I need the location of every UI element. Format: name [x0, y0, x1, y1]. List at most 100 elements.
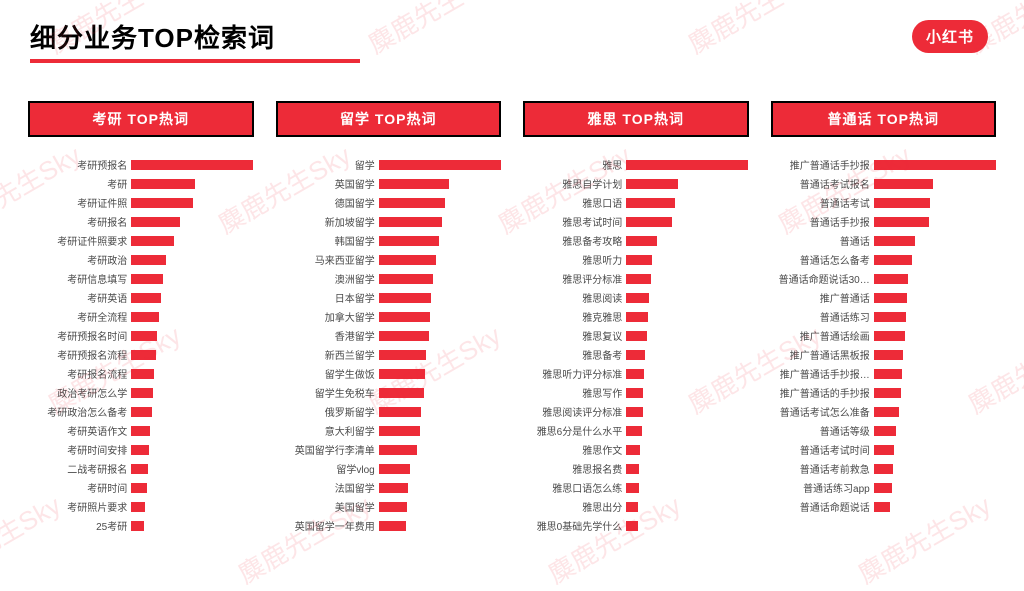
bar-track [131, 350, 259, 360]
bar-fill [626, 331, 647, 341]
bar-row: 雅思自学计划 [517, 174, 755, 193]
bar-row: 雅思考试时间 [517, 212, 755, 231]
bar-track [379, 236, 507, 246]
bar-row: 澳洲留学 [270, 269, 508, 288]
bar-row: 普通话考试报名 [765, 174, 1003, 193]
bar-fill [874, 293, 907, 303]
bar-row: 俄罗斯留学 [270, 402, 508, 421]
bar-label: 雅思备考 [517, 347, 626, 362]
bar-label: 雅克雅思 [517, 309, 626, 324]
bar-row: 留学生做饭 [270, 364, 508, 383]
bar-track [626, 312, 754, 322]
bar-label: 普通话怎么备考 [765, 252, 874, 267]
bar-fill [626, 426, 641, 436]
bar-row: 普通话命题说话30… [765, 269, 1003, 288]
bar-fill [874, 426, 896, 436]
bar-row: 雅思阅读评分标准 [517, 402, 755, 421]
bar-label: 留学生做饭 [270, 366, 379, 381]
bar-row: 留学生免税车 [270, 383, 508, 402]
bar-row: 雅思6分是什么水平 [517, 421, 755, 440]
bar-label: 雅思复议 [517, 328, 626, 343]
bar-label: 考研时间 [22, 480, 131, 495]
bar-row: 雅思出分 [517, 497, 755, 516]
bar-track [874, 236, 1002, 246]
bar-track [131, 426, 259, 436]
bar-track [131, 331, 259, 341]
bar-row: 雅思评分标准 [517, 269, 755, 288]
bar-label: 新西兰留学 [270, 347, 379, 362]
bar-row: 25考研 [22, 516, 260, 535]
bar-track [131, 521, 259, 531]
bar-label: 英国留学 [270, 176, 379, 191]
bar-track [626, 179, 754, 189]
bar-row: 推广普通话黑板报 [765, 345, 1003, 364]
bar-label: 法国留学 [270, 480, 379, 495]
bar-row: 考研预报名 [22, 155, 260, 174]
bar-label: 普通话考试报名 [765, 176, 874, 191]
bar-track [131, 236, 259, 246]
bar-label: 推广普通话绘画 [765, 328, 874, 343]
bar-fill [131, 217, 180, 227]
bar-label: 普通话命题说话30… [765, 271, 874, 286]
bar-row: 考研政治怎么备考 [22, 402, 260, 421]
chart-column: 雅思 TOP热词雅思雅思自学计划雅思口语雅思考试时间雅思备考攻略雅思听力雅思评分… [517, 101, 755, 535]
bar-fill [626, 483, 639, 493]
bar-fill [874, 198, 930, 208]
bar-row: 推广普通话手抄报 [765, 155, 1003, 174]
bar-track [379, 445, 507, 455]
bar-track [379, 217, 507, 227]
bar-row: 雅思备考 [517, 345, 755, 364]
bar-track [379, 331, 507, 341]
bar-fill [379, 198, 446, 208]
bar-label: 雅思 [517, 157, 626, 172]
bar-fill [626, 388, 643, 398]
bar-fill [131, 331, 157, 341]
bar-label: 雅思备考攻略 [517, 233, 626, 248]
bar-track [874, 179, 1002, 189]
bar-label: 留学 [270, 157, 379, 172]
bar-label: 普通话练习app [765, 480, 874, 495]
bar-label: 考研信息填写 [22, 271, 131, 286]
chart-panel-header: 留学 TOP热词 [276, 101, 502, 137]
bar-fill [379, 236, 439, 246]
bar-fill [379, 293, 432, 303]
bar-fill [874, 388, 901, 398]
bar-label: 普通话考试 [765, 195, 874, 210]
bar-row: 意大利留学 [270, 421, 508, 440]
bar-row: 普通话怎么备考 [765, 250, 1003, 269]
bar-label: 政治考研怎么学 [22, 385, 131, 400]
bar-track [626, 369, 754, 379]
bar-label: 雅思报名费 [517, 461, 626, 476]
bar-label: 留学vlog [270, 461, 379, 476]
bar-track [874, 388, 1002, 398]
bar-row: 雅思阅读 [517, 288, 755, 307]
bar-label: 新加坡留学 [270, 214, 379, 229]
bar-track [131, 388, 259, 398]
bar-track [626, 274, 754, 284]
bar-track [626, 198, 754, 208]
chart-panel-header: 普通话 TOP热词 [771, 101, 997, 137]
bar-track [131, 502, 259, 512]
bar-track [874, 445, 1002, 455]
bar-row: 雅思听力 [517, 250, 755, 269]
bar-label: 德国留学 [270, 195, 379, 210]
bar-row: 推广普通话的手抄报 [765, 383, 1003, 402]
bar-track [626, 502, 754, 512]
bar-fill [874, 369, 902, 379]
bar-fill [379, 388, 424, 398]
bar-row: 考研照片要求 [22, 497, 260, 516]
bar-row: 雅思口语怎么练 [517, 478, 755, 497]
bar-fill [874, 312, 906, 322]
bar-track [131, 464, 259, 474]
bar-label: 普通话考前救急 [765, 461, 874, 476]
bar-fill [626, 407, 643, 417]
bar-fill [379, 407, 421, 417]
bar-fill [131, 369, 154, 379]
bar-track [379, 160, 507, 170]
bar-row: 留学vlog [270, 459, 508, 478]
bar-track [379, 502, 507, 512]
bar-track [626, 350, 754, 360]
bar-fill [874, 350, 903, 360]
bar-label: 考研报名 [22, 214, 131, 229]
bar-track [131, 179, 259, 189]
